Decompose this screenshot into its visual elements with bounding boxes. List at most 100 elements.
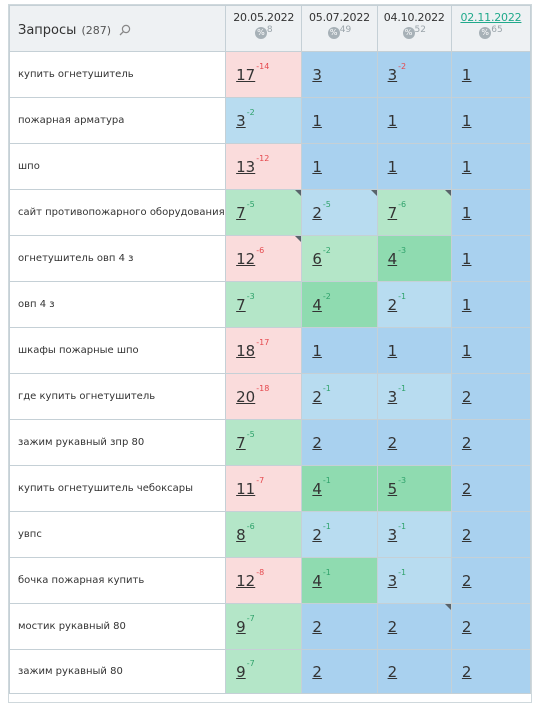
position-cell[interactable]: 13-12 bbox=[225, 143, 303, 190]
position-link[interactable]: 6 bbox=[312, 250, 322, 268]
queries-header[interactable]: Запросы (287) bbox=[9, 5, 227, 52]
position-link[interactable]: 4 bbox=[312, 572, 322, 590]
position-link[interactable]: 1 bbox=[461, 66, 472, 84]
date-column-header[interactable]: 04.10.2022 % 52 bbox=[376, 5, 452, 52]
position-link[interactable]: 1 bbox=[312, 158, 322, 176]
position-cell[interactable]: 2-1 bbox=[301, 373, 378, 420]
position-cell[interactable]: 2 bbox=[301, 603, 378, 650]
position-link[interactable]: 2 bbox=[461, 618, 472, 636]
position-cell[interactable]: 3-2 bbox=[225, 97, 303, 144]
position-cell[interactable]: 3-1 bbox=[376, 511, 452, 558]
position-link[interactable]: 2 bbox=[312, 434, 322, 452]
position-cell[interactable]: 2 bbox=[450, 465, 531, 512]
position-link[interactable]: 2 bbox=[387, 618, 398, 636]
position-cell[interactable]: 2 bbox=[376, 419, 452, 466]
date-label[interactable]: 20.05.2022 bbox=[233, 11, 295, 24]
date-column-header[interactable]: 05.07.2022 % 49 bbox=[301, 5, 378, 52]
position-cell[interactable]: 2 bbox=[450, 419, 531, 466]
position-cell[interactable]: 2-1 bbox=[376, 281, 452, 328]
position-cell[interactable]: 2 bbox=[301, 419, 378, 466]
position-cell[interactable]: 2 bbox=[450, 603, 531, 650]
date-label[interactable]: 05.07.2022 bbox=[308, 11, 370, 24]
position-cell[interactable]: 7-6 bbox=[376, 189, 452, 236]
position-link[interactable]: 12 bbox=[236, 250, 256, 268]
position-link[interactable]: 2 bbox=[387, 663, 398, 681]
position-link[interactable]: 7 bbox=[236, 296, 246, 314]
position-cell[interactable]: 12-8 bbox=[225, 557, 303, 604]
position-cell[interactable]: 2 bbox=[450, 511, 531, 558]
position-cell[interactable]: 17-14 bbox=[225, 51, 303, 98]
position-link[interactable]: 11 bbox=[236, 480, 256, 498]
position-cell[interactable]: 2 bbox=[376, 649, 452, 694]
position-link[interactable]: 2 bbox=[312, 204, 322, 222]
position-link[interactable]: 8 bbox=[236, 526, 246, 544]
position-link[interactable]: 7 bbox=[236, 434, 246, 452]
position-cell[interactable]: 1 bbox=[450, 143, 531, 190]
position-link[interactable]: 3 bbox=[236, 112, 246, 130]
position-link[interactable]: 7 bbox=[387, 204, 398, 222]
position-cell[interactable]: 9-7 bbox=[225, 649, 303, 694]
position-cell[interactable]: 12-6 bbox=[225, 235, 303, 282]
date-label[interactable]: 04.10.2022 bbox=[383, 11, 445, 24]
position-link[interactable]: 1 bbox=[387, 112, 398, 130]
position-link[interactable]: 20 bbox=[236, 388, 256, 406]
position-cell[interactable]: 1 bbox=[301, 327, 378, 374]
position-cell[interactable]: 1 bbox=[450, 281, 531, 328]
position-cell[interactable]: 3-2 bbox=[376, 51, 452, 98]
position-link[interactable]: 3 bbox=[387, 66, 398, 84]
position-cell[interactable]: 20-18 bbox=[225, 373, 303, 420]
position-link[interactable]: 3 bbox=[387, 388, 398, 406]
position-cell[interactable]: 1 bbox=[301, 97, 378, 144]
position-link[interactable]: 2 bbox=[461, 388, 472, 406]
position-cell[interactable]: 1 bbox=[450, 51, 531, 98]
position-link[interactable]: 4 bbox=[312, 296, 322, 314]
position-link[interactable]: 2 bbox=[461, 434, 472, 452]
position-cell[interactable]: 2 bbox=[450, 649, 531, 694]
position-cell[interactable]: 11-7 bbox=[225, 465, 303, 512]
position-cell[interactable]: 5-3 bbox=[376, 465, 452, 512]
position-cell[interactable]: 1 bbox=[376, 327, 452, 374]
position-cell[interactable]: 1 bbox=[450, 327, 531, 374]
position-link[interactable]: 2 bbox=[387, 434, 398, 452]
position-link[interactable]: 2 bbox=[461, 526, 472, 544]
position-link[interactable]: 1 bbox=[312, 112, 322, 130]
position-cell[interactable]: 18-17 bbox=[225, 327, 303, 374]
position-link[interactable]: 4 bbox=[387, 250, 398, 268]
position-link[interactable]: 1 bbox=[461, 296, 472, 314]
position-link[interactable]: 12 bbox=[236, 572, 256, 590]
position-cell[interactable]: 2 bbox=[450, 557, 531, 604]
position-link[interactable]: 3 bbox=[312, 66, 322, 84]
position-cell[interactable]: 7-5 bbox=[225, 189, 303, 236]
position-cell[interactable]: 3 bbox=[301, 51, 378, 98]
position-link[interactable]: 1 bbox=[461, 158, 472, 176]
position-link[interactable]: 5 bbox=[387, 480, 398, 498]
date-link[interactable]: 02.11.2022 bbox=[460, 11, 522, 24]
position-cell[interactable]: 4-1 bbox=[301, 557, 378, 604]
position-link[interactable]: 1 bbox=[461, 342, 472, 360]
position-link[interactable]: 9 bbox=[236, 663, 246, 681]
position-cell[interactable]: 2-5 bbox=[301, 189, 378, 236]
position-cell[interactable]: 1 bbox=[301, 143, 378, 190]
date-column-header[interactable]: 20.05.2022 % 8 bbox=[225, 5, 303, 52]
position-link[interactable]: 1 bbox=[461, 204, 472, 222]
position-link[interactable]: 1 bbox=[461, 112, 472, 130]
position-cell[interactable]: 4-3 bbox=[376, 235, 452, 282]
date-column-header[interactable]: 02.11.2022 % 65 bbox=[450, 5, 531, 52]
position-cell[interactable]: 7-5 bbox=[225, 419, 303, 466]
position-cell[interactable]: 3-1 bbox=[376, 557, 452, 604]
position-cell[interactable]: 3-1 bbox=[376, 373, 452, 420]
position-link[interactable]: 2 bbox=[312, 388, 322, 406]
search-icon[interactable] bbox=[119, 24, 131, 36]
position-link[interactable]: 2 bbox=[312, 663, 322, 681]
position-cell[interactable]: 8-6 bbox=[225, 511, 303, 558]
position-link[interactable]: 2 bbox=[387, 296, 398, 314]
position-cell[interactable]: 6-2 bbox=[301, 235, 378, 282]
position-link[interactable]: 2 bbox=[312, 526, 322, 544]
position-cell[interactable]: 2-1 bbox=[301, 511, 378, 558]
position-link[interactable]: 2 bbox=[312, 618, 322, 636]
position-link[interactable]: 2 bbox=[461, 572, 472, 590]
position-cell[interactable]: 1 bbox=[450, 189, 531, 236]
position-link[interactable]: 1 bbox=[461, 250, 472, 268]
position-link[interactable]: 1 bbox=[387, 158, 398, 176]
position-cell[interactable]: 2 bbox=[301, 649, 378, 694]
